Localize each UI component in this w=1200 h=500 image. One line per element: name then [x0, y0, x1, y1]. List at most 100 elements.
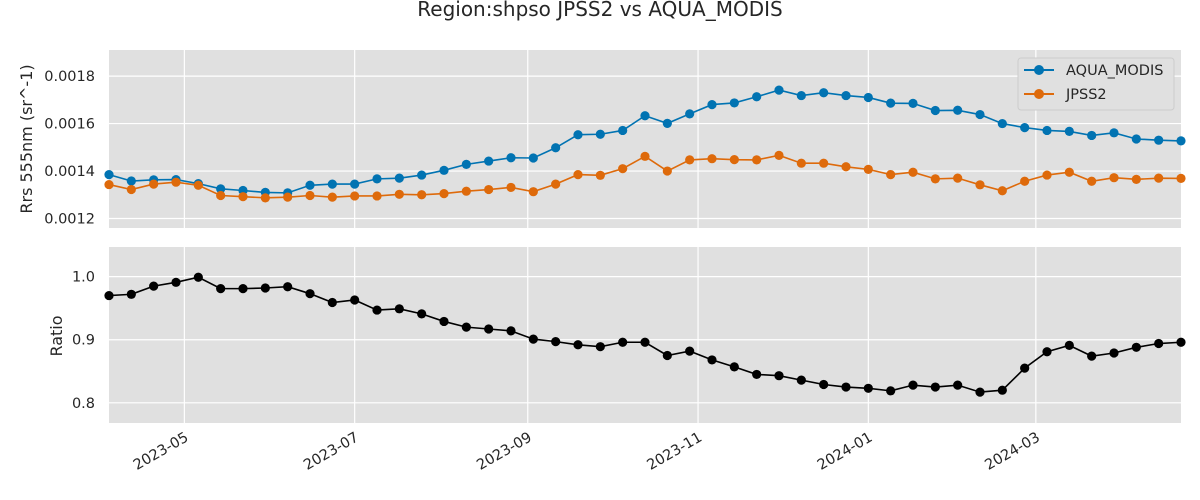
x-tick-label: 2023-09: [474, 430, 534, 474]
data-point-jpss2: [528, 187, 538, 197]
data-point-ratio: [327, 297, 337, 308]
data-point-aqua-modis: [305, 180, 315, 190]
data-point-aqua-modis: [752, 92, 762, 102]
data-point-ratio: [595, 342, 605, 352]
top-y-tick-label: 0.0016: [44, 117, 95, 133]
data-point-jpss2: [1109, 173, 1119, 183]
data-point-jpss2: [417, 190, 427, 200]
bottom-plot-background: [109, 247, 1181, 423]
data-point-ratio: [1131, 342, 1141, 352]
data-point-aqua-modis: [104, 170, 114, 180]
legend-label-jpss2: JPSS2: [1065, 87, 1107, 103]
data-point-aqua-modis: [685, 109, 695, 119]
data-point-ratio: [283, 282, 293, 292]
data-point-aqua-modis: [953, 105, 963, 115]
data-point-aqua-modis: [707, 99, 717, 110]
data-point-jpss2: [796, 158, 806, 168]
data-point-jpss2: [1176, 173, 1186, 183]
data-point-aqua-modis: [439, 165, 449, 175]
data-point-jpss2: [707, 154, 717, 164]
data-point-jpss2: [394, 189, 404, 199]
data-point-aqua-modis: [126, 176, 136, 186]
data-point-ratio: [1154, 338, 1164, 349]
data-point-jpss2: [774, 150, 784, 160]
data-point-ratio: [1064, 340, 1074, 351]
bottom-panel: 0.8 0.9 1.0 Ratio: [47, 247, 1186, 423]
data-point-aqua-modis: [618, 125, 628, 136]
data-point-aqua-modis: [1131, 134, 1141, 144]
data-point-ratio: [171, 277, 181, 287]
data-point-ratio: [863, 383, 873, 393]
bottom-y-tick-label: 1.0: [72, 270, 95, 286]
data-point-aqua-modis: [1064, 126, 1074, 137]
data-point-aqua-modis: [662, 118, 672, 128]
data-point-ratio: [439, 316, 449, 327]
legend: AQUA_MODIS JPSS2: [1017, 57, 1175, 111]
data-point-jpss2: [752, 155, 762, 165]
data-point-jpss2: [260, 193, 270, 203]
data-point-aqua-modis: [1154, 135, 1164, 145]
data-point-aqua-modis: [729, 98, 739, 108]
data-point-ratio: [1109, 348, 1119, 358]
data-point-jpss2: [618, 164, 628, 174]
bottom-y-tick-label: 0.9: [72, 333, 95, 349]
data-point-jpss2: [1154, 173, 1164, 183]
data-point-jpss2: [841, 162, 851, 172]
data-point-aqua-modis: [595, 129, 605, 139]
data-point-aqua-modis: [506, 153, 516, 163]
data-point-ratio: [662, 350, 672, 361]
data-point-ratio: [238, 284, 248, 294]
data-point-aqua-modis: [975, 109, 985, 120]
data-point-ratio: [1176, 337, 1186, 347]
data-point-ratio: [551, 337, 561, 347]
data-point-aqua-modis: [573, 130, 583, 140]
data-point-jpss2: [350, 191, 360, 201]
data-point-aqua-modis: [327, 179, 337, 189]
data-point-jpss2: [975, 180, 985, 190]
data-point-jpss2: [953, 173, 963, 183]
data-point-aqua-modis: [819, 88, 829, 98]
data-point-ratio: [618, 337, 628, 347]
data-point-jpss2: [930, 174, 940, 184]
data-point-aqua-modis: [796, 90, 806, 101]
data-point-aqua-modis: [908, 98, 918, 108]
data-point-aqua-modis: [484, 156, 494, 166]
top-y-tick-labels: 0.0012 0.0014 0.0016 0.0018: [44, 69, 95, 227]
data-point-jpss2: [640, 151, 650, 161]
data-point-jpss2: [126, 184, 136, 195]
top-panel: 0.0012 0.0014 0.0016 0.0018 Rrs 555nm (sr^-…: [17, 50, 1186, 228]
top-y-axis-label: Rrs 555nm (sr^-1): [17, 64, 36, 213]
data-point-ratio: [640, 337, 650, 347]
data-point-aqua-modis: [997, 118, 1007, 129]
data-point-jpss2: [1064, 167, 1074, 177]
data-point-ratio: [930, 382, 940, 392]
legend-label-aqua-modis: AQUA_MODIS: [1066, 63, 1163, 79]
data-point-ratio: [193, 272, 203, 282]
data-point-jpss2: [506, 182, 516, 193]
data-point-jpss2: [863, 164, 873, 174]
data-point-aqua-modis: [350, 179, 360, 189]
data-point-ratio: [752, 369, 762, 380]
data-point-jpss2: [595, 170, 605, 180]
x-tick-label: 2023-07: [301, 430, 361, 474]
data-point-ratio: [573, 340, 583, 350]
data-point-ratio: [484, 324, 494, 334]
data-point-jpss2: [461, 186, 471, 196]
data-point-ratio: [707, 355, 717, 365]
data-point-ratio: [908, 380, 918, 390]
data-point-jpss2: [1042, 170, 1052, 180]
data-point-ratio: [149, 281, 159, 291]
data-point-ratio: [372, 305, 382, 315]
data-point-jpss2: [886, 170, 896, 180]
data-point-jpss2: [439, 188, 449, 199]
legend-box: [1017, 57, 1175, 111]
data-point-aqua-modis: [394, 173, 404, 183]
top-y-tick-label: 0.0018: [44, 69, 95, 85]
data-point-ratio: [1042, 347, 1052, 357]
data-point-aqua-modis: [1020, 123, 1030, 133]
data-point-ratio: [975, 387, 985, 397]
data-point-jpss2: [908, 167, 918, 177]
data-point-ratio: [417, 309, 427, 319]
data-point-aqua-modis: [774, 85, 784, 95]
